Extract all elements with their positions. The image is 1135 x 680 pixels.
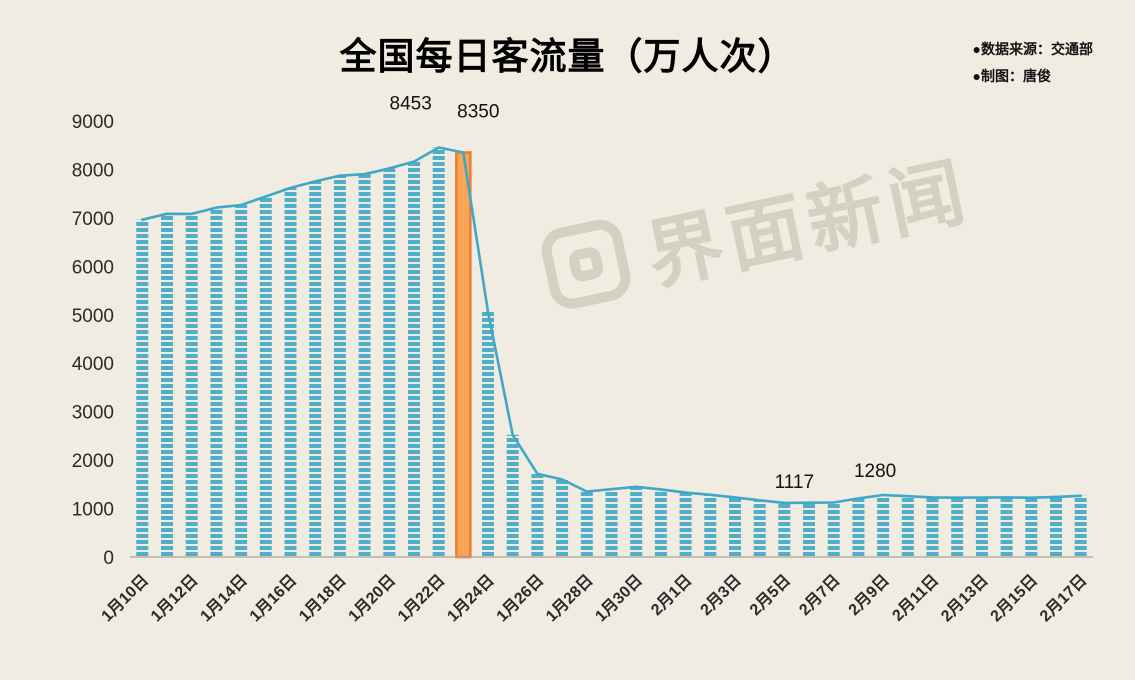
bar (235, 205, 248, 557)
x-tick-label: 2月5日 (746, 571, 794, 619)
bar (877, 495, 890, 557)
bar (333, 175, 346, 557)
x-axis-labels: 1月10日1月12日1月14日1月16日1月18日1月20日1月22日1月24日… (98, 571, 1091, 625)
bar (383, 168, 396, 557)
source-notes: ●数据来源：交通部 ●制图：唐俊 (973, 36, 1093, 89)
bar (951, 497, 964, 557)
data-label: 1117 (775, 472, 814, 493)
bar (1025, 497, 1038, 557)
bar (679, 492, 692, 557)
highlighted-bar (455, 151, 472, 559)
x-tick-label: 1月28日 (542, 571, 596, 625)
x-tick-label: 1月18日 (295, 571, 349, 625)
y-tick-label: 8000 (72, 160, 114, 181)
y-tick-label: 6000 (72, 257, 114, 278)
x-tick-label: 2月7日 (796, 571, 844, 619)
bar (605, 489, 618, 557)
y-tick-label: 2000 (72, 451, 114, 472)
bar (803, 502, 815, 557)
chart-title: 全国每日客流量（万人次） (339, 36, 796, 77)
y-tick-label: 0 (103, 548, 114, 569)
x-tick-label: 2月17日 (1036, 571, 1090, 625)
bar (136, 219, 149, 557)
bars (136, 147, 1087, 559)
y-tick-label: 9000 (72, 112, 114, 133)
bar (1000, 497, 1013, 557)
data-label: 8350 (457, 102, 499, 123)
data-label: 8453 (390, 94, 432, 115)
bar (210, 207, 223, 557)
bar (408, 161, 420, 557)
y-tick-label: 4000 (72, 354, 114, 375)
bar (852, 498, 865, 557)
bar (556, 479, 569, 557)
x-tick-label: 1月24日 (444, 571, 498, 625)
bar (729, 497, 741, 557)
y-tick-label: 7000 (72, 209, 114, 230)
bar (1050, 496, 1062, 557)
bar (926, 497, 939, 557)
data-label: 1280 (854, 461, 896, 482)
bar (284, 187, 297, 557)
x-tick-label: 2月9日 (845, 571, 893, 619)
y-tick-label: 5000 (72, 306, 114, 327)
x-tick-label: 1月12日 (147, 571, 201, 625)
author-note: ●制图：唐俊 (972, 67, 1051, 84)
data-source-note: ●数据来源：交通部 (972, 41, 1093, 57)
bar (753, 500, 766, 557)
bar (1074, 495, 1087, 557)
bar (259, 196, 272, 557)
bar (309, 181, 322, 557)
bar (580, 491, 593, 557)
x-tick-label: 1月30日 (592, 571, 646, 625)
x-tick-label: 1月14日 (197, 571, 251, 625)
data-labels: 8453 8350 1117 1280 (390, 94, 897, 493)
x-tick-label: 2月1日 (647, 571, 695, 619)
bar (827, 502, 840, 557)
x-tick-label: 2月11日 (889, 571, 943, 625)
y-tick-label: 3000 (72, 403, 114, 424)
jiemian-logo-icon (541, 219, 631, 309)
bar (704, 494, 717, 557)
bar (185, 213, 198, 557)
x-tick-label: 1月10日 (98, 571, 152, 625)
bar (901, 496, 914, 557)
x-tick-label: 1月22日 (394, 571, 448, 625)
x-tick-label: 1月16日 (246, 571, 300, 625)
watermark: 界面新闻 (534, 129, 979, 326)
bar (654, 489, 667, 557)
x-tick-label: 2月3日 (697, 571, 745, 619)
y-axis-labels: 0 1000 2000 3000 4000 5000 6000 7000 8000 9000 (72, 112, 114, 569)
bar (358, 174, 371, 557)
bar (506, 434, 519, 557)
x-tick-label: 1月20日 (345, 571, 399, 625)
x-tick-label: 2月13日 (937, 571, 991, 625)
bar (432, 147, 445, 557)
bar (778, 502, 791, 557)
bar (482, 311, 494, 557)
x-tick-label: 2月15日 (987, 571, 1041, 625)
trend-line (141, 146, 1082, 505)
bar (161, 213, 173, 558)
x-tick-label: 1月26日 (493, 571, 547, 625)
y-tick-label: 1000 (72, 500, 114, 521)
bar (630, 486, 643, 557)
bar (531, 473, 544, 557)
bar (975, 497, 988, 557)
